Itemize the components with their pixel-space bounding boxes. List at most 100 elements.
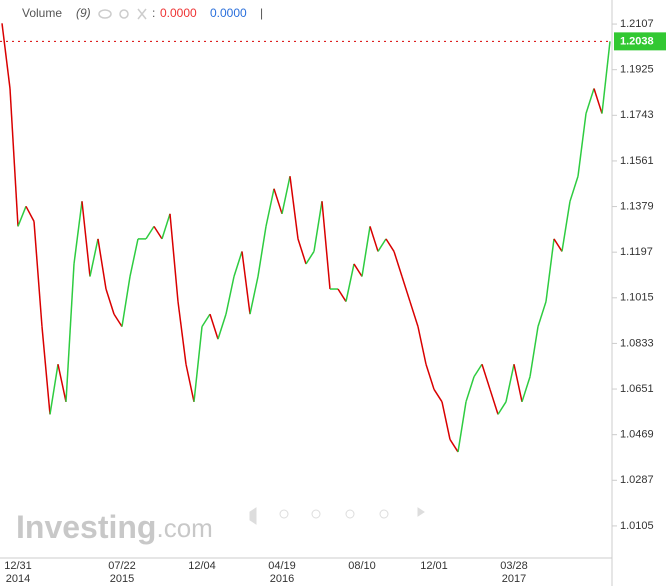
price-segment bbox=[161, 213, 171, 240]
x-tick-label: 12/01 bbox=[420, 560, 448, 572]
price-segment bbox=[169, 213, 179, 302]
legend-icons bbox=[98, 8, 147, 20]
price-segment bbox=[457, 401, 467, 453]
price-segment bbox=[65, 263, 75, 402]
price-segment bbox=[465, 376, 475, 403]
x-tick-year: 2017 bbox=[502, 573, 526, 585]
price-segment bbox=[249, 276, 259, 315]
price-segment bbox=[441, 401, 451, 440]
price-segment bbox=[377, 238, 387, 252]
legend-value: 0.0000 bbox=[210, 6, 247, 20]
y-tick-label: 1.0651 bbox=[620, 383, 654, 395]
last-price-label: 1.2038 bbox=[620, 35, 654, 47]
y-tick-label: 1.1743 bbox=[620, 109, 654, 121]
x-tick-year: 2014 bbox=[6, 573, 30, 585]
price-segment bbox=[425, 364, 435, 390]
price-segment bbox=[193, 326, 203, 402]
x-tick-label: 03/28 bbox=[500, 560, 528, 572]
y-tick-label: 1.1379 bbox=[620, 200, 654, 212]
price-segment bbox=[57, 364, 67, 402]
price-segment bbox=[281, 176, 291, 214]
price-segment bbox=[97, 238, 107, 290]
x-tick-year: 2016 bbox=[270, 573, 294, 585]
x-tick-label: 04/19 bbox=[268, 560, 296, 572]
x-tick-year: 2015 bbox=[110, 573, 134, 585]
price-segment bbox=[289, 176, 299, 239]
y-tick-label: 1.2107 bbox=[620, 18, 654, 30]
y-tick-label: 1.0105 bbox=[620, 520, 654, 532]
price-segment bbox=[473, 363, 483, 378]
y-tick-label: 1.0287 bbox=[620, 474, 654, 486]
price-segment bbox=[177, 301, 187, 365]
price-segment bbox=[217, 313, 227, 340]
price-segment bbox=[73, 201, 83, 265]
price-segment bbox=[601, 41, 611, 114]
legend-period: (9) bbox=[76, 6, 91, 20]
price-segment bbox=[585, 88, 595, 114]
price-segment bbox=[145, 225, 155, 240]
price-segment bbox=[497, 401, 507, 415]
price-segment bbox=[49, 364, 59, 415]
price-segment bbox=[561, 201, 571, 252]
price-segment bbox=[209, 313, 219, 340]
price-segment bbox=[129, 238, 139, 277]
price-segment bbox=[505, 364, 515, 402]
price-segment bbox=[417, 326, 427, 365]
price-segment bbox=[337, 288, 347, 302]
price-segment bbox=[353, 263, 363, 277]
price-segment bbox=[305, 251, 315, 265]
price-segment bbox=[201, 313, 211, 328]
price-segment bbox=[369, 226, 379, 252]
price-segment bbox=[257, 226, 267, 277]
price-segment bbox=[545, 238, 555, 302]
legend-value: 0.0000 bbox=[160, 6, 197, 20]
price-segment bbox=[121, 276, 131, 327]
plot-area bbox=[0, 0, 612, 558]
price-segment bbox=[321, 201, 331, 290]
price-line bbox=[1, 23, 611, 453]
legend-name: Volume bbox=[22, 6, 62, 20]
price-segment bbox=[489, 389, 499, 415]
brand-suffix: .com bbox=[156, 513, 212, 543]
y-tick-label: 1.1015 bbox=[620, 292, 654, 304]
x-tick-label: 12/04 bbox=[188, 560, 216, 572]
price-segment bbox=[241, 251, 251, 315]
legend-cursor: | bbox=[260, 6, 263, 20]
x-tick-label: 12/31 bbox=[4, 560, 32, 572]
price-segment bbox=[265, 188, 275, 227]
price-segment bbox=[313, 201, 323, 252]
price-segment bbox=[521, 376, 531, 403]
price-segment bbox=[225, 276, 235, 315]
watermark: Investing.com bbox=[16, 509, 213, 545]
price-segment bbox=[153, 225, 163, 240]
price-segment bbox=[41, 326, 51, 415]
price-segment bbox=[553, 238, 563, 252]
toolbar bbox=[249, 507, 425, 525]
y-tick-label: 1.0469 bbox=[620, 429, 654, 441]
price-segment bbox=[433, 388, 443, 403]
price-segment bbox=[361, 226, 371, 277]
x-tick-label: 07/22 bbox=[108, 560, 136, 572]
price-segment bbox=[569, 175, 579, 202]
price-segment bbox=[529, 326, 539, 377]
price-segment bbox=[89, 238, 99, 277]
price-segment bbox=[273, 188, 283, 215]
price-segment bbox=[33, 221, 43, 327]
price-segment bbox=[345, 263, 355, 302]
price-segment bbox=[393, 251, 403, 277]
y-tick-label: 1.0833 bbox=[620, 337, 654, 349]
price-segment bbox=[577, 113, 587, 177]
price-segment bbox=[9, 88, 19, 227]
price-segment bbox=[513, 364, 523, 402]
y-tick-label: 1.1197 bbox=[620, 246, 653, 258]
x-tick-label: 08/10 bbox=[348, 560, 376, 572]
last-price-box bbox=[614, 32, 666, 51]
price-segment bbox=[481, 364, 491, 390]
price-segment bbox=[593, 88, 603, 114]
price-segment bbox=[401, 276, 411, 302]
legend-sep: : bbox=[152, 6, 155, 20]
price-segment bbox=[113, 313, 123, 328]
price-segment bbox=[385, 238, 395, 252]
price-segment bbox=[105, 288, 115, 315]
